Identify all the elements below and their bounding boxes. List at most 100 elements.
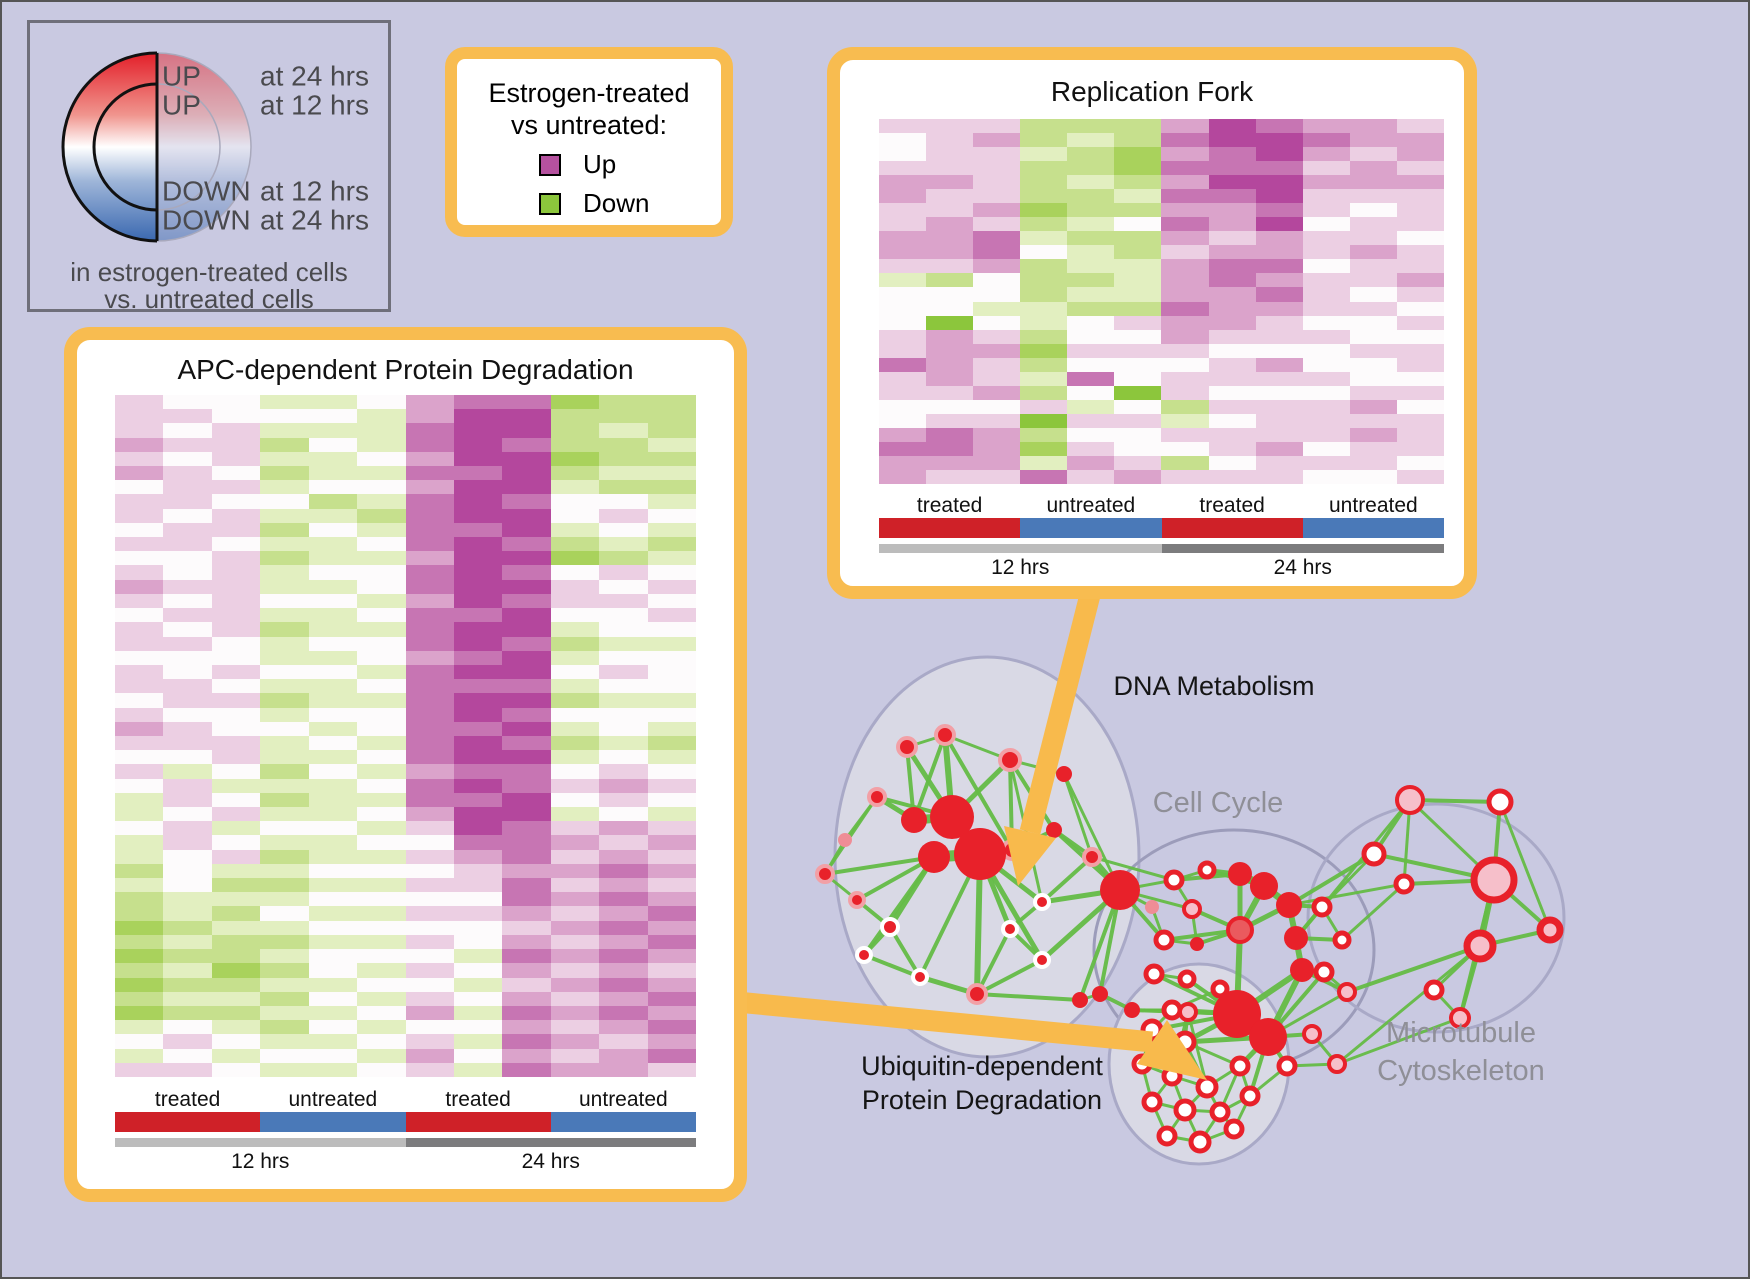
heatmap-cell <box>115 963 164 978</box>
heatmap-cell <box>453 551 503 566</box>
heatmap-cell <box>879 469 927 484</box>
time-label: 24 hrs <box>1273 556 1332 579</box>
heatmap-cell <box>502 949 551 964</box>
heatmap-cell <box>1020 441 1068 456</box>
heatmap-cell <box>550 892 600 907</box>
network-node <box>966 983 988 1005</box>
heatmap-cell <box>260 821 309 836</box>
network-node <box>1190 937 1204 951</box>
heatmap-cell <box>308 423 358 438</box>
heatmap-cell <box>453 977 503 992</box>
network-edge <box>823 855 936 876</box>
heatmap-cell <box>453 863 503 879</box>
heatmap-cell <box>405 963 454 978</box>
heatmap-cell <box>1114 245 1162 260</box>
heatmap-cell <box>1067 259 1115 274</box>
heatmap-cell <box>1255 203 1303 218</box>
heatmap-cell <box>115 821 164 836</box>
heatmap-cell <box>453 807 503 822</box>
heatmap-cell <box>973 273 1021 288</box>
heatmap-cell <box>308 1020 358 1035</box>
heatmap-cell <box>357 963 406 978</box>
heatmap-cell <box>405 920 454 935</box>
heatmap-cell <box>1349 273 1397 288</box>
heatmap-cell <box>163 636 212 651</box>
heatmap-cell <box>1349 203 1397 218</box>
heatmap-cell <box>1255 427 1303 442</box>
heatmap-cell <box>211 707 261 722</box>
legend-item-down: Down <box>457 188 721 219</box>
network-node <box>1423 979 1445 1001</box>
heatmap-cell <box>1349 441 1397 456</box>
heatmap-cell <box>1067 469 1115 484</box>
heatmap-cell <box>599 707 648 722</box>
network-edge <box>1040 855 1094 904</box>
network-edge <box>975 927 1012 996</box>
heatmap-cell <box>405 735 454 751</box>
heatmap-cell <box>1114 259 1162 274</box>
heatmap-cell <box>1255 469 1303 484</box>
heatmap-cell <box>550 650 600 665</box>
heatmap-cell <box>1302 329 1350 344</box>
heatmap-cell <box>211 451 261 467</box>
heatmap-cell <box>260 494 309 509</box>
heatmap-cell <box>163 466 212 481</box>
heatmap-cell <box>115 608 164 623</box>
network-node <box>1182 899 1202 919</box>
heatmap-cell <box>647 608 696 623</box>
heatmap-cell <box>502 537 551 552</box>
heatmap-cell <box>879 245 927 260</box>
heatmap-cell <box>405 608 454 623</box>
heatmap-cell <box>405 721 454 736</box>
heatmap-cell <box>211 537 261 552</box>
heatmap-cell <box>879 385 927 400</box>
heatmap-cell <box>1114 301 1162 316</box>
heatmap-cell <box>1349 385 1397 400</box>
heatmap-cell <box>308 934 358 950</box>
time-color-bar <box>879 544 1162 553</box>
heatmap-cell <box>1067 343 1115 358</box>
heatmap-cell <box>879 203 927 218</box>
heatmap-cell <box>1349 427 1397 442</box>
heatmap-cell <box>260 920 309 935</box>
heatmap-cell <box>879 259 927 274</box>
heatmap-cell <box>211 750 261 765</box>
heatmap-cell <box>357 750 406 765</box>
heatmap-cell <box>1302 259 1350 274</box>
heatmap-cell <box>1114 287 1162 302</box>
heatmap-cell <box>1208 441 1256 456</box>
heatmap-cell <box>1020 119 1068 134</box>
heatmap-cell <box>163 409 212 424</box>
cluster-label-line: DNA Metabolism <box>1113 671 1315 701</box>
heatmap-cell <box>405 835 454 850</box>
heatmap-cell <box>1020 161 1068 176</box>
heatmap-cell <box>1161 133 1209 148</box>
heatmap-cell <box>163 508 212 523</box>
heatmap-cell <box>260 721 309 736</box>
heatmap-cell <box>1114 175 1162 190</box>
heatmap-cell <box>308 906 358 921</box>
network-node <box>1145 900 1159 914</box>
heatmap-cell <box>550 764 600 779</box>
ring-dir-label: DOWN <box>162 204 251 235</box>
heatmap-cell <box>1208 329 1256 344</box>
heatmap-cell <box>405 1005 454 1021</box>
heatmap-cell <box>453 835 503 850</box>
heatmap-cell <box>926 245 974 260</box>
heatmap-cell <box>550 437 600 452</box>
heatmap-cell <box>405 821 454 836</box>
heatmap-cell <box>405 878 454 893</box>
heatmap-cell <box>115 451 164 467</box>
network-node <box>1178 1002 1198 1022</box>
heatmap-cell <box>502 551 551 566</box>
network-node <box>855 946 873 964</box>
heatmap-cell <box>1161 315 1209 330</box>
heatmap-cell <box>211 764 261 779</box>
heatmap-cell <box>1255 329 1303 344</box>
heatmap-cell <box>1161 119 1209 134</box>
network-node <box>1470 856 1518 904</box>
heatmap-cell <box>308 679 358 694</box>
heatmap-cell <box>163 835 212 850</box>
heatmap-cell <box>1067 371 1115 386</box>
condition-color-bar <box>1302 518 1444 538</box>
